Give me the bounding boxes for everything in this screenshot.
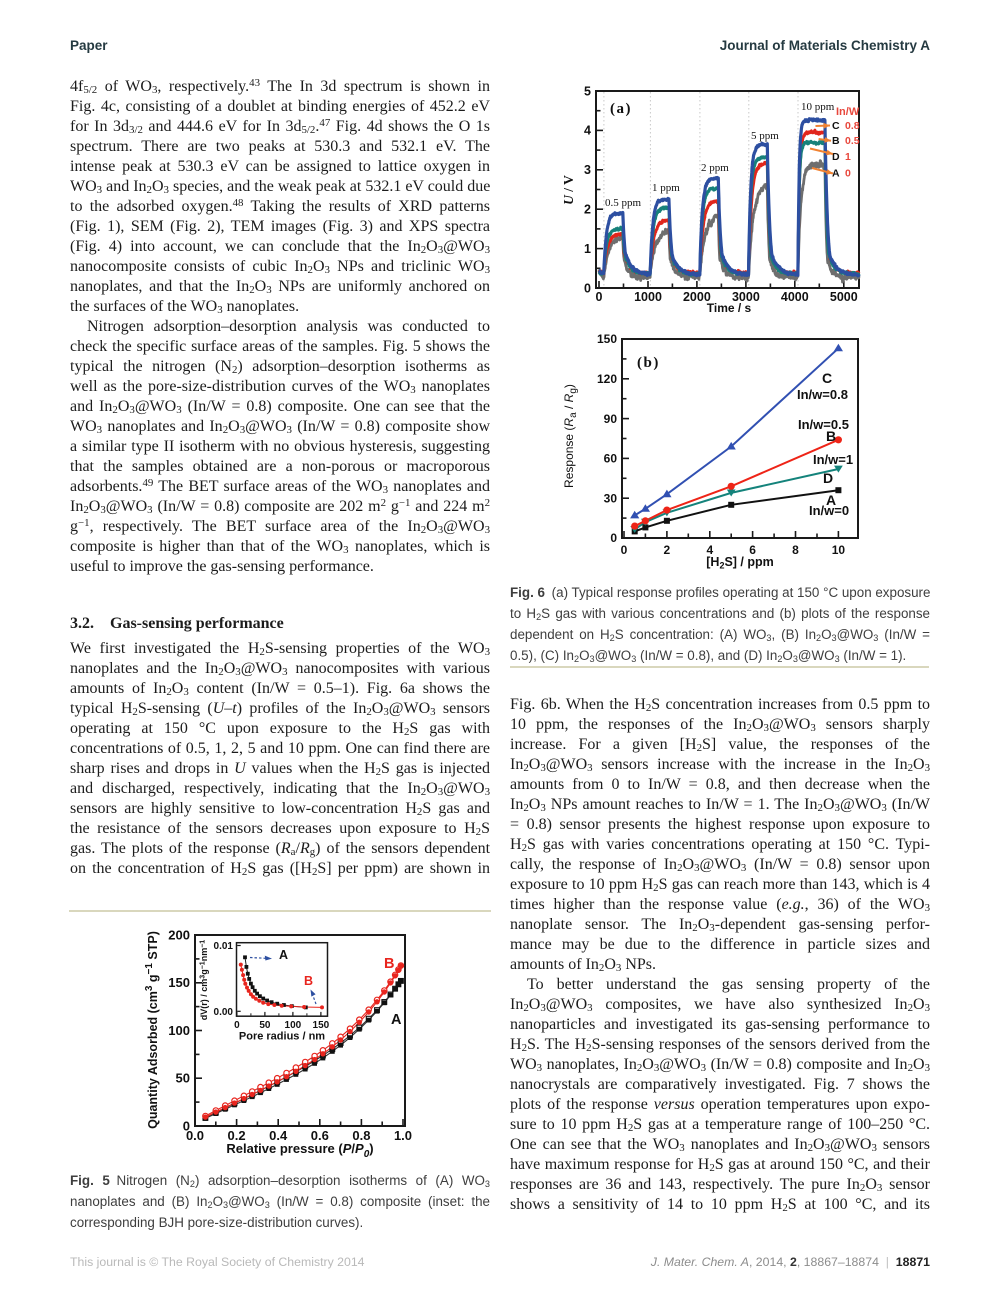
svg-text:8: 8 [792,543,799,557]
svg-text:2 ppm: 2 ppm [701,162,729,174]
svg-text:0: 0 [183,1118,190,1133]
svg-text:200: 200 [168,930,190,942]
svg-text:dV(r) / cm3g−1nm−1: dV(r) / cm3g−1nm−1 [199,940,209,1020]
svg-text:0.8: 0.8 [845,120,860,132]
svg-text:0: 0 [584,281,591,295]
svg-text:0.8: 0.8 [352,1128,370,1143]
svg-text:90: 90 [604,412,618,426]
svg-text:0.00: 0.00 [214,1007,234,1018]
svg-text:In/w=1: In/w=1 [813,452,853,467]
svg-text:(b): (b) [637,355,660,371]
svg-text:B: B [304,974,313,988]
svg-text:5: 5 [584,84,591,98]
svg-text:150: 150 [168,975,190,990]
svg-text:A: A [826,492,836,508]
svg-text:0.0: 0.0 [186,1128,204,1143]
svg-text:30: 30 [604,491,618,505]
svg-text:A: A [279,948,288,962]
svg-text:100: 100 [168,1023,190,1038]
svg-text:0.6: 0.6 [311,1128,329,1143]
svg-text:Time / s: Time / s [707,301,752,315]
svg-text:1: 1 [845,151,851,163]
svg-text:100: 100 [285,1020,302,1031]
svg-text:(a): (a) [610,101,632,117]
svg-text:0: 0 [845,168,851,180]
svg-text:Relative pressure (P/P0): Relative pressure (P/P0) [226,1141,373,1160]
svg-text:0: 0 [234,1020,240,1031]
svg-text:2: 2 [584,203,591,217]
svg-text:50: 50 [259,1020,271,1031]
svg-text:6: 6 [749,543,756,557]
svg-text:5 ppm: 5 ppm [751,130,779,142]
svg-text:5000: 5000 [830,290,858,304]
svg-text:In/W: In/W [836,106,860,118]
svg-text:2000: 2000 [683,290,711,304]
svg-text:B: B [384,956,394,972]
svg-text:1: 1 [584,242,591,256]
svg-text:150: 150 [313,1020,330,1031]
svg-text:4000: 4000 [781,290,809,304]
svg-text:4: 4 [706,543,713,557]
svg-text:0.2: 0.2 [228,1128,246,1143]
svg-text:0.01: 0.01 [214,941,234,952]
svg-text:A: A [832,168,840,180]
svg-text:0.4: 0.4 [269,1128,288,1143]
svg-text:In/w=0: In/w=0 [809,503,849,518]
svg-text:C: C [832,120,840,132]
svg-text:150: 150 [597,332,617,346]
svg-text:C: C [822,370,832,386]
svg-text:B: B [832,135,840,147]
svg-text:Response (Ra / Rg): Response (Ra / Rg) [562,384,579,488]
svg-text:1 ppm: 1 ppm [652,182,680,194]
svg-text:0: 0 [610,531,617,545]
svg-text:0.5 ppm: 0.5 ppm [605,197,642,209]
svg-text:0: 0 [596,290,603,304]
svg-text:3: 3 [584,163,591,177]
svg-text:0.5: 0.5 [845,135,860,147]
svg-text:60: 60 [604,452,618,466]
svg-text:B: B [826,428,836,444]
svg-text:1.0: 1.0 [394,1128,412,1143]
svg-text:0: 0 [621,543,628,557]
svg-text:D: D [832,151,840,163]
svg-text:Pore radius / nm: Pore radius / nm [239,1030,325,1042]
svg-text:D: D [823,470,833,486]
svg-text:U / V: U / V [561,175,576,205]
svg-text:50: 50 [176,1071,190,1086]
svg-text:2: 2 [664,543,671,557]
svg-text:1000: 1000 [634,290,662,304]
svg-text:[H2S] / ppm: [H2S] / ppm [706,555,774,571]
svg-text:A: A [391,1012,402,1028]
svg-text:10: 10 [832,543,846,557]
svg-text:In/w=0.8: In/w=0.8 [797,387,848,402]
svg-text:10 ppm: 10 ppm [801,101,835,113]
svg-text:120: 120 [597,372,617,386]
svg-text:3000: 3000 [732,290,760,304]
svg-text:In/w=0.5: In/w=0.5 [798,417,849,432]
svg-text:4: 4 [584,124,591,138]
svg-text:Quantity Adsorbed (cm3 g−1 STP: Quantity Adsorbed (cm3 g−1 STP) [144,931,160,1129]
